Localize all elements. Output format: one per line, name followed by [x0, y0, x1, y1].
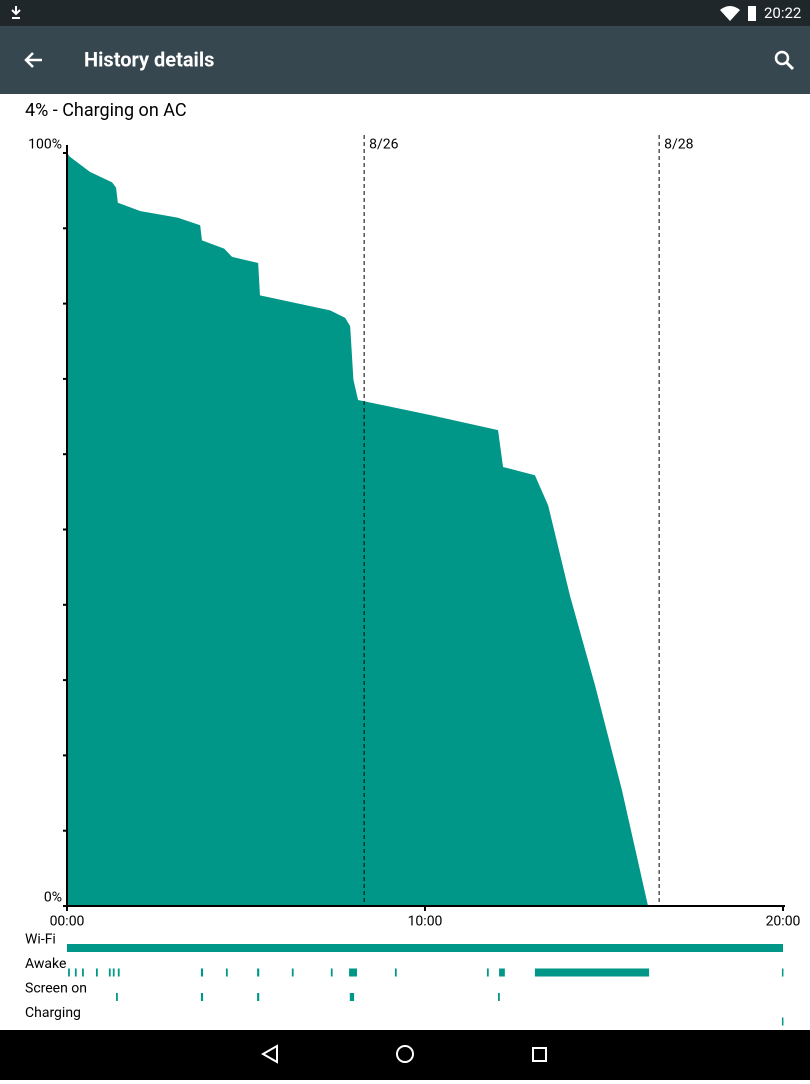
- track-segment: [257, 968, 260, 977]
- track-label: Awake: [25, 956, 66, 972]
- nav-back[interactable]: [260, 1044, 278, 1064]
- track-segment: [349, 993, 355, 1001]
- track-segment: [330, 968, 333, 977]
- date-label: 8/28: [664, 137, 694, 153]
- date-label: 8/26: [369, 137, 399, 153]
- track-segment: [499, 968, 505, 977]
- track-segment: [116, 993, 118, 1001]
- summary: 4% - Charging on AC: [25, 100, 187, 121]
- y-tick-label: 100%: [28, 137, 62, 153]
- track-segment: [200, 968, 204, 977]
- app-title: History details: [84, 47, 214, 71]
- status-bar: [0, 0, 810, 26]
- search-button[interactable]: [774, 50, 795, 71]
- track-segment: [498, 993, 500, 1001]
- track-segment: [394, 968, 397, 977]
- track-segment: [95, 968, 98, 977]
- nav-bar: [0, 1030, 810, 1080]
- track-segment: [534, 968, 650, 977]
- track-label: Charging: [25, 1005, 81, 1021]
- wifi-icon: [720, 6, 740, 21]
- track-segment: [82, 968, 84, 977]
- track-segment: [67, 944, 783, 952]
- battery-chart: 0% 100% 00:00 10:00 20:00 8/26 8/28 Wi-Fi Awake S…: [25, 135, 801, 1026]
- clock: 20:22: [764, 4, 801, 22]
- track-segment: [781, 968, 784, 977]
- battery-icon: [748, 6, 756, 21]
- track-segment: [225, 968, 228, 977]
- back-button[interactable]: [24, 52, 42, 68]
- x-tick-label: 20:00: [766, 914, 801, 930]
- track-segment: [117, 968, 120, 977]
- track-segment: [486, 968, 489, 977]
- track-segment: [108, 968, 111, 977]
- app-bar: [0, 26, 810, 94]
- track-segment: [68, 968, 70, 977]
- track-segment: [257, 993, 260, 1001]
- track-segment: [200, 993, 204, 1001]
- track-segment: [74, 968, 77, 977]
- battery-area: [67, 153, 649, 906]
- x-tick-label: 00:00: [50, 914, 85, 930]
- track-segment: [112, 968, 115, 977]
- track-segment: [291, 968, 294, 977]
- download-icon: [11, 6, 21, 19]
- nav-home[interactable]: [396, 1045, 414, 1063]
- track-label: Wi-Fi: [25, 932, 56, 948]
- track-segment: [349, 968, 357, 977]
- nav-recents[interactable]: [532, 1047, 547, 1062]
- x-tick-label: 10:00: [408, 914, 443, 930]
- y-tick-label: 0%: [44, 890, 62, 906]
- track-label: Screen on: [25, 981, 87, 997]
- track-segment: [781, 1017, 784, 1026]
